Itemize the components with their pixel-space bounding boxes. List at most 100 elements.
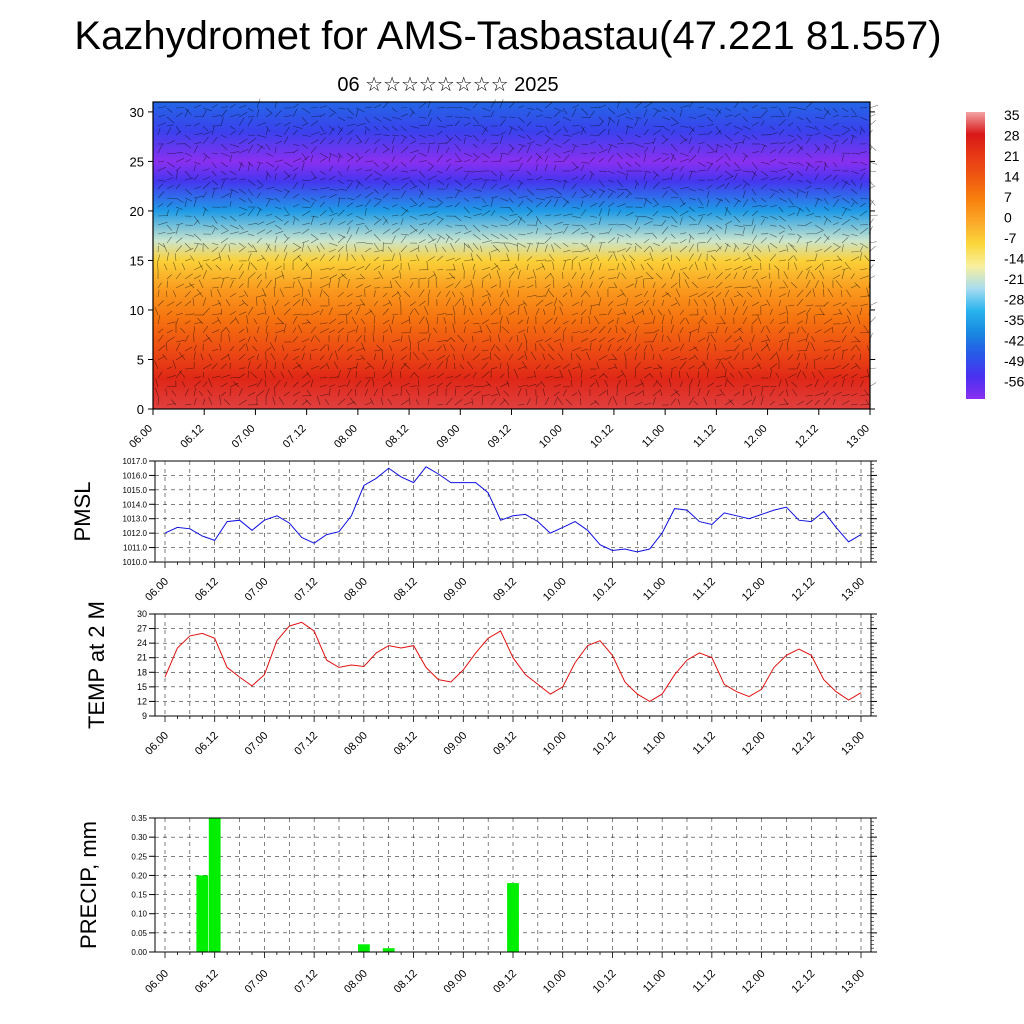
- x-tick-label: 09.00: [441, 968, 469, 996]
- grid: [155, 613, 871, 717]
- x-tick-label: 13.00: [839, 968, 867, 996]
- x-tick-label: 11.00: [641, 576, 668, 603]
- y-tick-label: 0.00: [131, 948, 147, 957]
- colorbar-label: 7: [1004, 189, 1012, 205]
- x-tick-label: 09.00: [441, 576, 469, 604]
- y-tick-label: 20: [130, 204, 144, 219]
- y-tick-label: 0.05: [131, 929, 147, 938]
- grid: [155, 460, 871, 563]
- x-tick-label: 10.00: [541, 730, 569, 758]
- y-tick-label: 0.20: [131, 871, 147, 880]
- x-tick-label: 08.00: [342, 576, 370, 604]
- x-tick-label: 12.12: [793, 423, 821, 451]
- chart-title: Kazhydromet for AMS-Tasbastau(47.221 81.…: [74, 14, 942, 58]
- chart-subtitle: 06 ☆☆☆☆☆☆☆☆ 2025: [337, 74, 559, 96]
- precip-bar: [196, 875, 209, 952]
- x-tick-label: 06.12: [193, 730, 221, 758]
- y-tick-label: 10: [130, 303, 144, 318]
- colorbar-label: -21: [1004, 271, 1024, 287]
- colorbar-label: -42: [1004, 333, 1024, 349]
- y-tick-label: 5: [137, 352, 144, 367]
- y-tick-label: 15: [137, 682, 147, 692]
- x-tick-label: 13.00: [839, 730, 867, 758]
- y-tick-label: 1017.0: [123, 457, 148, 466]
- y-tick-label: 1011.0: [123, 544, 147, 553]
- x-tick-label: 07.12: [292, 968, 320, 996]
- x-tick-label: 07.00: [243, 730, 271, 758]
- x-tick-label: 09.12: [491, 968, 519, 996]
- y-tick-label: 15: [130, 253, 144, 268]
- x-tick-label: 09.12: [491, 730, 519, 758]
- colorbar: 35 28 21 14 7 0 -7 -14 -21 -28 -35 -42 -49 -56: [966, 107, 1024, 399]
- colorbar-label: -35: [1004, 312, 1024, 328]
- x-tick-label: 10.12: [591, 576, 619, 604]
- y-tick-label: 27: [137, 624, 147, 634]
- x-tick-label: 07.00: [243, 576, 271, 604]
- y-tick-label: 21: [137, 653, 147, 663]
- x-tick-label: 11.00: [641, 968, 668, 995]
- x-tick-label: 08.12: [383, 423, 411, 451]
- x-tick-label: 06.00: [143, 968, 171, 996]
- y-tick-label: 1016.0: [123, 471, 148, 480]
- x-tick-label: 08.00: [342, 730, 370, 758]
- x-tick-label: 11.00: [640, 423, 667, 450]
- precip-bar: [382, 948, 395, 952]
- x-tick-label: 12.00: [740, 576, 768, 604]
- precip-bar: [358, 944, 370, 952]
- colorbar-label: 21: [1004, 148, 1020, 164]
- y-tick-label: 0.30: [131, 833, 147, 842]
- x-tick-label: 06.12: [193, 968, 221, 996]
- y-tick-label: 24: [137, 638, 147, 648]
- y-axis-label: TEMP at 2 M: [84, 601, 109, 729]
- y-tick-label: 1012.0: [123, 529, 148, 538]
- x-tick-label: 09.12: [486, 423, 514, 451]
- wind-barbs: [154, 98, 879, 406]
- x-tick-label: 12.00: [740, 968, 768, 996]
- x-tick-label: 12.00: [742, 423, 770, 451]
- y-tick-label: 0: [137, 402, 144, 417]
- x-tick-label: 11.12: [691, 423, 718, 450]
- x-tick-label: 12.12: [789, 730, 817, 758]
- colorbar-label: -14: [1004, 251, 1024, 267]
- x-tick-label: 11.12: [691, 730, 718, 757]
- colorbar-label: -7: [1004, 230, 1017, 246]
- x-tick-label: 10.00: [541, 968, 569, 996]
- colorbar-label: 0: [1004, 210, 1012, 226]
- grid: [155, 817, 871, 953]
- y-tick-label: 0.15: [131, 891, 147, 900]
- y-tick-label: 0.25: [131, 852, 147, 861]
- y-tick-label: 1010.0: [123, 558, 148, 567]
- x-tick-label: 13.00: [844, 423, 872, 451]
- x-tick-label: 10.00: [541, 576, 569, 604]
- temp-panel: 9 12 15 18 21 24 27 30 06.00 06.12 07.00 07.12 08.00…: [84, 601, 877, 758]
- colorbar-label: 28: [1004, 128, 1020, 144]
- x-tick-label: 06.12: [193, 576, 221, 604]
- x-tick-label: 09.00: [434, 423, 462, 451]
- x-tick-label: 12.12: [789, 968, 817, 996]
- x-tick-label: 09.00: [441, 730, 469, 758]
- x-tick-label: 07.00: [243, 968, 271, 996]
- x-tick-label: 10.12: [591, 968, 619, 996]
- y-tick-label: 1015.0: [123, 486, 148, 495]
- colorbar-label: -28: [1004, 292, 1024, 308]
- x-tick-label: 11.12: [691, 576, 718, 603]
- x-tick-label: 12.00: [740, 730, 768, 758]
- colorbar-label: 14: [1004, 169, 1020, 185]
- colorbar-label: -49: [1004, 353, 1024, 369]
- x-tick-label: 06.00: [143, 730, 171, 758]
- precip-panel: 0.00 0.05 0.10 0.15 0.20 0.25 0.30 0.35 06.00 06.…: [76, 814, 877, 996]
- x-tick-label: 08.00: [342, 968, 370, 996]
- x-tick-label: 08.12: [392, 968, 420, 996]
- precip-bar: [208, 818, 221, 952]
- y-tick-label: 0.10: [131, 910, 147, 919]
- y-tick-label: 18: [137, 667, 147, 677]
- y-axis-label: PRECIP, mm: [76, 821, 101, 949]
- x-tick-label: 11.12: [691, 968, 718, 995]
- x-tick-label: 12.12: [789, 576, 817, 604]
- y-tick-label: 30: [137, 609, 147, 619]
- precip-bar: [507, 883, 519, 952]
- x-tick-label: 07.12: [292, 576, 320, 604]
- x-tick-label: 06.00: [143, 576, 171, 604]
- colorbar-strip: [966, 112, 985, 399]
